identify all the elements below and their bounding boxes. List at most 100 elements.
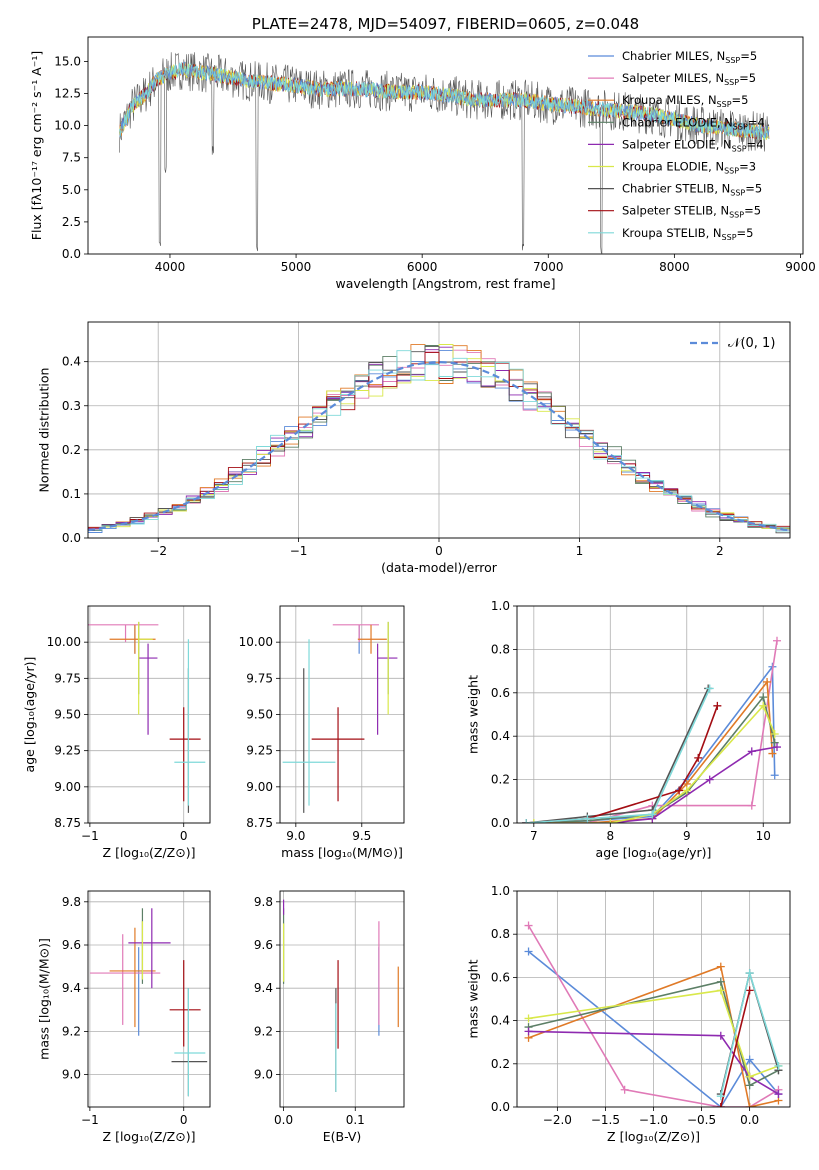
x-tick-label: 0.0 xyxy=(274,1113,293,1127)
chart-title: PLATE=2478, MJD=54097, FIBERID=0605, z=0… xyxy=(252,15,639,33)
x-tick-label: −1 xyxy=(290,544,308,558)
y-tick-label: 9.75 xyxy=(246,671,273,685)
y-tick-label: 0.3 xyxy=(62,399,81,413)
y-tick-label: 9.8 xyxy=(254,895,273,909)
y-tick-label: 1.0 xyxy=(491,884,510,898)
weight-line-c5 xyxy=(528,1030,779,1095)
x-tick-label: 1 xyxy=(576,544,584,558)
y-tick-label: 0.2 xyxy=(491,773,510,787)
x-tick-label: 7000 xyxy=(533,260,564,274)
x-tick-label: 4000 xyxy=(155,260,186,274)
y-tick-label: 9.2 xyxy=(62,1024,81,1038)
panel-weight-vs-Z: −2.0 −1.5 −1.0 −0.5 0.0 0.0 0.2 0.4 0.6 0.8 1.0 Z [… xyxy=(465,884,791,1144)
x-tick-label: 8000 xyxy=(659,260,690,274)
axes-frame xyxy=(87,36,804,255)
y-axis-label: age [log₁₀(age/yr)] xyxy=(22,657,37,773)
weight-marker-c3 xyxy=(745,1103,754,1107)
weight-marker-c6 xyxy=(682,786,691,795)
y-tick-label: 0.0 xyxy=(491,1100,510,1114)
axes-frame xyxy=(279,890,405,1108)
y-tick-label: 9.75 xyxy=(54,671,81,685)
spectrum-data-line xyxy=(119,52,770,254)
y-tick-label: 9.2 xyxy=(254,1024,273,1038)
legend-label: Chabrier ELODIE, NSSP=4 xyxy=(622,115,765,131)
weight-marker-c2 xyxy=(773,636,781,645)
y-tick-label: 9.8 xyxy=(62,895,81,909)
x-tick-label: −2 xyxy=(149,544,167,558)
plot-area-residuals xyxy=(88,344,790,534)
weight-marker-c2 xyxy=(620,1085,629,1094)
y-tick-label: 0.6 xyxy=(491,970,510,984)
y-tick-label: 0.8 xyxy=(491,642,510,656)
x-tick-label: 9.0 xyxy=(286,829,305,843)
x-tick-label: 10 xyxy=(756,829,771,843)
axes-frame xyxy=(516,605,791,824)
legend-label: Chabrier STELIB, NSSP=5 xyxy=(622,182,762,198)
weight-line-c4 xyxy=(526,695,776,823)
y-tick-label: 0.4 xyxy=(62,355,81,369)
x-axis-label: (data-model)/error xyxy=(381,560,498,575)
axes-frame xyxy=(87,890,211,1108)
y-tick-label: 8.75 xyxy=(54,816,81,830)
x-tick-label: −2.0 xyxy=(543,1113,572,1127)
y-tick-label: 9.25 xyxy=(246,744,273,758)
weight-marker-c5 xyxy=(747,747,756,756)
weight-line-c9 xyxy=(526,688,711,823)
weight-marker-c9 xyxy=(583,814,592,823)
x-tick-label: −1 xyxy=(81,829,99,843)
weight-line-c1 xyxy=(527,950,780,1107)
legend-label: Salpeter STELIB, NSSP=5 xyxy=(622,204,761,220)
y-tick-label: 10.0 xyxy=(54,119,81,133)
y-tick-label: 0.8 xyxy=(491,927,510,941)
y-tick-label: 0.2 xyxy=(491,1057,510,1071)
weight-marker-c1 xyxy=(524,947,533,956)
weight-marker-c5 xyxy=(773,743,781,752)
y-tick-label: 0.4 xyxy=(491,1014,510,1028)
weight-marker-c5 xyxy=(774,1090,783,1099)
x-tick-label: 0 xyxy=(180,1113,188,1127)
y-tick-label: 1.0 xyxy=(491,599,510,613)
x-tick-label: 0 xyxy=(435,544,443,558)
y-tick-label: 5.0 xyxy=(62,183,81,197)
weight-marker-c4 xyxy=(759,693,768,702)
weight-marker-c8 xyxy=(694,753,703,762)
plot-area-weight-vs-Z xyxy=(524,921,783,1107)
weight-marker-c6 xyxy=(606,819,615,823)
x-tick-label: 0 xyxy=(180,829,188,843)
y-axis-label: mass weight xyxy=(465,675,480,754)
y-tick-label: 9.50 xyxy=(246,708,273,722)
panel-mass-vs-ebv: 0.0 0.1 9.0 9.2 9.4 9.6 9.8 E(B-V) xyxy=(254,890,405,1144)
y-tick-label: 9.6 xyxy=(254,938,273,952)
weight-marker-c5 xyxy=(524,1027,533,1036)
y-axis-label: Flux [fλ10⁻¹⁷ erg cm⁻² s⁻¹ A⁻¹] xyxy=(29,51,44,240)
x-axis-label: Z [log₁₀(Z/Z⊙)] xyxy=(103,845,196,860)
weight-line-c5 xyxy=(526,746,778,823)
y-tick-label: 10.00 xyxy=(47,635,81,649)
y-tick-label: 9.4 xyxy=(254,981,273,995)
weight-marker-c9 xyxy=(705,684,714,693)
weight-line-c8 xyxy=(720,990,751,1107)
y-tick-label: 2.5 xyxy=(62,215,81,229)
x-tick-label: −1.0 xyxy=(639,1113,668,1127)
y-tick-label: 9.50 xyxy=(54,708,81,722)
y-tick-label: 0.2 xyxy=(62,443,81,457)
x-tick-label: 5000 xyxy=(281,260,312,274)
histogram-series-c8 xyxy=(88,352,790,528)
weight-marker-c4 xyxy=(745,1081,754,1090)
legend-label: Kroupa MILES, NSSP=5 xyxy=(622,93,748,109)
y-tick-label: 9.00 xyxy=(54,780,81,794)
y-tick-label: 9.6 xyxy=(62,938,81,952)
weight-marker-c3 xyxy=(768,749,777,758)
x-tick-label: −0.5 xyxy=(687,1113,716,1127)
x-axis-label: age [log₁₀(age/yr)] xyxy=(596,845,712,860)
y-tick-label: 9.0 xyxy=(62,1068,81,1082)
y-tick-label: 12.5 xyxy=(54,86,81,100)
y-tick-label: 0.0 xyxy=(62,531,81,545)
x-axis-label: E(B-V) xyxy=(323,1129,362,1144)
y-tick-label: 8.75 xyxy=(246,816,273,830)
weight-marker-c3 xyxy=(763,677,772,686)
plot-area-spectrum xyxy=(119,52,770,254)
weight-marker-c9 xyxy=(745,969,754,978)
x-axis-label: Z [log₁₀(Z/Z⊙)] xyxy=(607,1129,700,1144)
plot-area-age-vs-mass xyxy=(282,621,398,813)
